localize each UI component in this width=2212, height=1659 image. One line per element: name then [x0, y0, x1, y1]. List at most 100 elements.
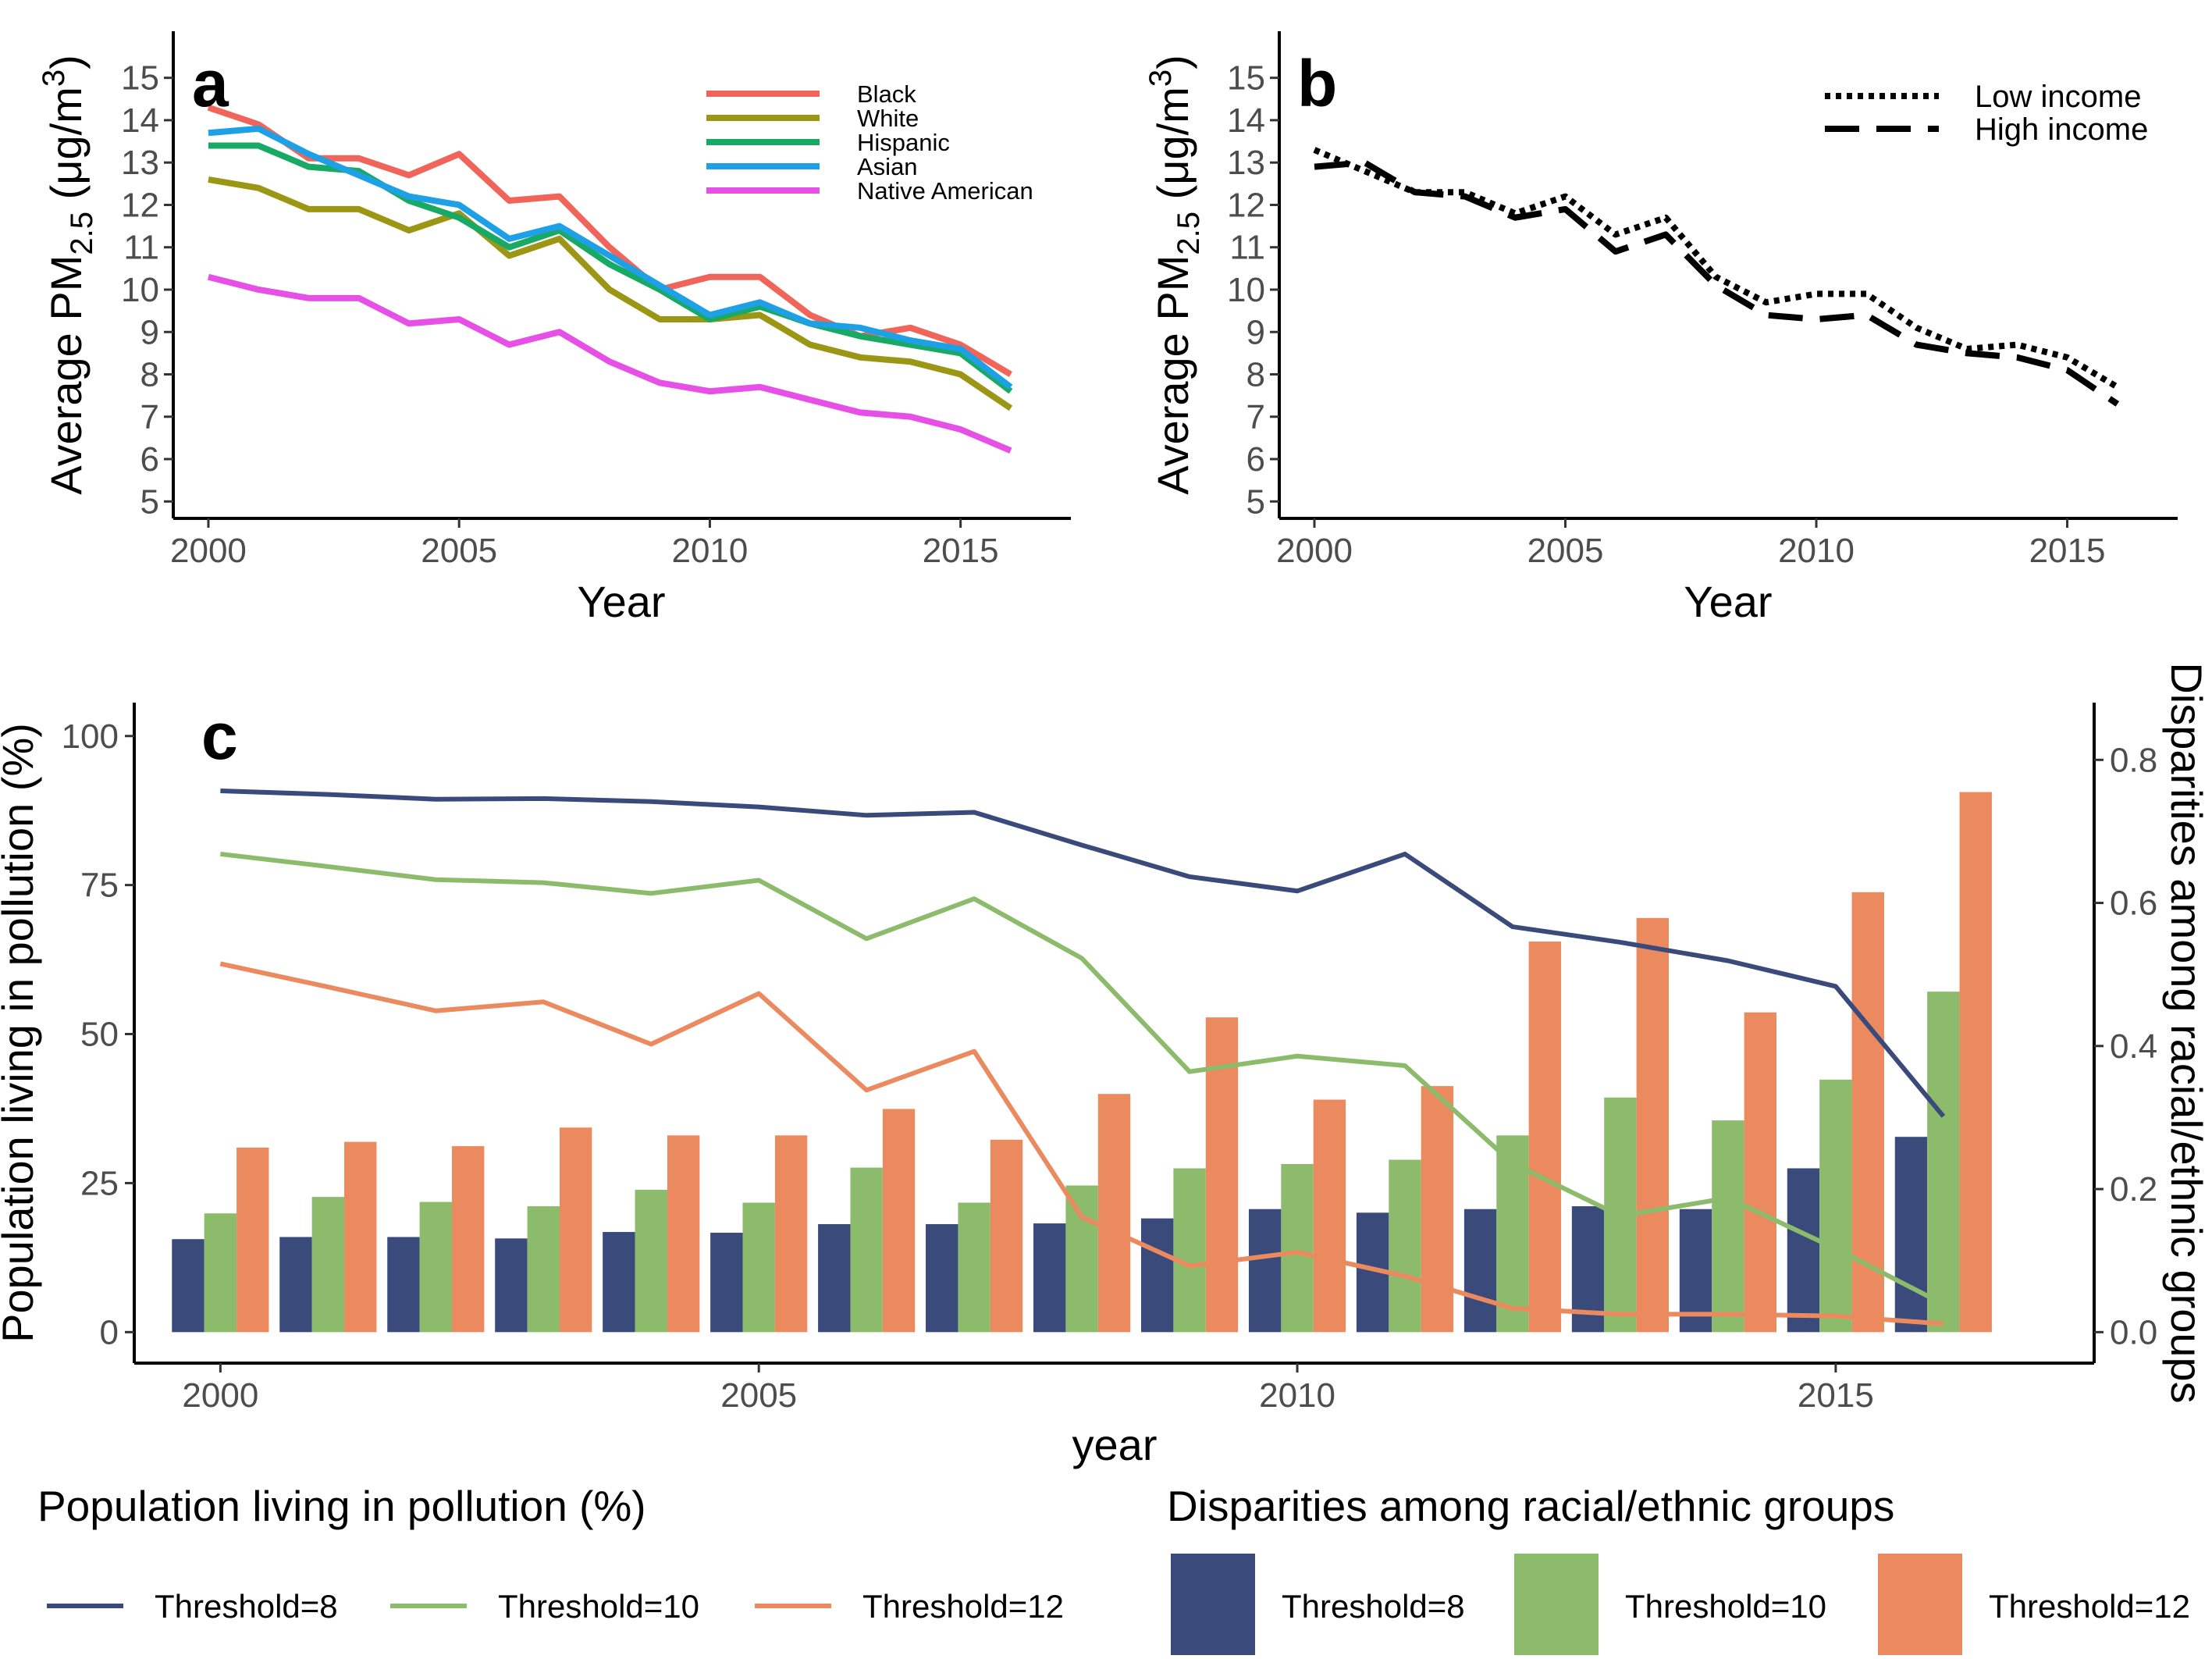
y-tick-label: 9: [1246, 313, 1265, 351]
bar-threshold-12-2013: [1636, 917, 1670, 1333]
y-tick-label: 7: [140, 398, 159, 436]
bar-threshold-8-2014: [1679, 1209, 1712, 1333]
legend-label-low-income: Low income: [1975, 80, 2141, 114]
legend-label-white: White: [857, 105, 919, 132]
bar-threshold-10-2016: [1927, 991, 1960, 1333]
x-tick-label: 2010: [1778, 532, 1855, 570]
x-tick-label: 2000: [170, 532, 247, 570]
y-tick-label: 15: [121, 59, 159, 98]
y2-tick-label: 0.4: [2110, 1027, 2157, 1066]
y-tick-label: 10: [121, 271, 159, 309]
bar-threshold-10-2003: [527, 1206, 560, 1333]
y-tick-label: 14: [121, 101, 159, 140]
legend-bar-swatch-threshold-8: [1171, 1554, 1255, 1655]
bar-threshold-12-2002: [452, 1146, 485, 1333]
series-line-low-income: [1313, 147, 2119, 390]
x-tick-label: 2000: [1276, 532, 1353, 570]
bar-threshold-12-2000: [236, 1147, 269, 1333]
y2-tick-label: 0.6: [2110, 885, 2157, 923]
panel-c-y-title: Population living in pollution (%): [0, 723, 42, 1343]
bar-threshold-12-2005: [774, 1135, 808, 1333]
series-line-asian: [208, 125, 1013, 390]
x-tick-label: 2000: [182, 1376, 258, 1415]
panel-a-x-title: Year: [577, 577, 665, 626]
line-legend-title: Population living in pollution (%): [37, 1482, 646, 1530]
panel-c-letter: c: [201, 700, 238, 773]
panel-b-x-ticks: 2000 2005 2010 2015: [1276, 518, 2105, 570]
y-tick-label: 7: [1246, 398, 1265, 436]
bar-threshold-8-2000: [172, 1239, 204, 1333]
y-tick-label: 50: [80, 1016, 119, 1054]
bar-threshold-10-2006: [850, 1167, 883, 1333]
x-tick-label: 2005: [1527, 532, 1604, 570]
bar-threshold-12-2014: [1744, 1012, 1776, 1333]
bar-threshold-10-2005: [742, 1202, 775, 1333]
y-tick-label: 8: [1246, 356, 1265, 394]
panel-c-legend: Population living in pollution (%) Dispa…: [37, 1482, 2190, 1655]
bar-threshold-12-2010: [1313, 1099, 1346, 1333]
legend-line-label-threshold-10: Threshold=10: [498, 1588, 699, 1625]
y-tick-label: 11: [123, 229, 159, 267]
bar-threshold-10-2001: [311, 1197, 345, 1333]
bar-threshold-10-2004: [635, 1189, 667, 1333]
bar-threshold-8-2006: [818, 1223, 851, 1333]
y2-tick-label: 0.0: [2110, 1313, 2157, 1351]
panel-c-x-title: year: [1072, 1420, 1158, 1469]
y-tick-label: 13: [1227, 144, 1265, 182]
y2-tick-label: 0.2: [2110, 1170, 2157, 1209]
legend-label-native-american: Native American: [857, 177, 1033, 205]
y-tick-label: 12: [121, 186, 159, 224]
bar-threshold-8-2005: [710, 1232, 743, 1333]
bar-threshold-8-2009: [1140, 1218, 1174, 1333]
bar-threshold-8-2003: [495, 1238, 528, 1333]
bar-threshold-10-2000: [204, 1213, 237, 1333]
x-tick-label: 2015: [1798, 1376, 1874, 1415]
series-line-threshold-10: [220, 851, 1945, 1307]
legend-label-high-income: High income: [1975, 112, 2148, 147]
panel-a-lines: [207, 104, 1013, 454]
panel-b-lines: [1313, 147, 2120, 407]
bar-threshold-8-2008: [1033, 1223, 1066, 1333]
bar-threshold-8-2007: [926, 1223, 958, 1333]
series-line-native-american: [207, 273, 1012, 454]
panel-c-y-ticks: 0 25 50 75 100: [62, 717, 134, 1351]
y-tick-label: 12: [1227, 186, 1265, 224]
legend-bar-label-threshold-12: Threshold=12: [1989, 1588, 2190, 1625]
bar-threshold-12-2011: [1421, 1086, 1454, 1333]
panel-b-y-title: Average PM2.5 (μg/m3): [1143, 55, 1206, 494]
y-tick-label: 5: [1246, 482, 1265, 521]
legend-bar-label-threshold-10: Threshold=10: [1625, 1588, 1826, 1625]
legend-label-asian: Asian: [857, 153, 918, 180]
y-tick-label: 6: [140, 440, 159, 479]
panel-a-y-title: Average PM2.5 (μg/m3): [37, 55, 99, 494]
y-tick-label: 100: [62, 717, 119, 756]
bar-threshold-8-2015: [1787, 1168, 1820, 1333]
bar-threshold-10-2011: [1389, 1159, 1421, 1333]
y-tick-label: 13: [121, 144, 159, 182]
legend-label-hispanic: Hispanic: [857, 129, 950, 156]
bar-threshold-8-2012: [1463, 1209, 1497, 1333]
x-tick-label: 2010: [1259, 1376, 1335, 1415]
bar-threshold-12-2006: [882, 1109, 916, 1333]
bar-threshold-8-2004: [603, 1232, 635, 1333]
bar-threshold-10-2008: [1065, 1185, 1098, 1333]
legend-bar-label-threshold-8: Threshold=8: [1282, 1588, 1465, 1625]
bar-threshold-8-2016: [1894, 1137, 1928, 1333]
series-line-high-income: [1314, 159, 2120, 407]
bar-threshold-10-2014: [1712, 1120, 1744, 1333]
panel-a-letter: a: [192, 47, 229, 120]
y-tick-label: 5: [140, 482, 159, 521]
bar-threshold-12-2012: [1528, 942, 1562, 1333]
bar-threshold-10-2010: [1281, 1163, 1314, 1333]
series-line-threshold-8: [220, 789, 1946, 1118]
y2-tick-label: 0.8: [2110, 741, 2157, 779]
legend-bar-swatch-threshold-10: [1514, 1554, 1599, 1655]
bar-threshold-10-2009: [1173, 1168, 1206, 1333]
legend-label-black: Black: [857, 80, 916, 108]
y-tick-label: 6: [1246, 440, 1265, 479]
